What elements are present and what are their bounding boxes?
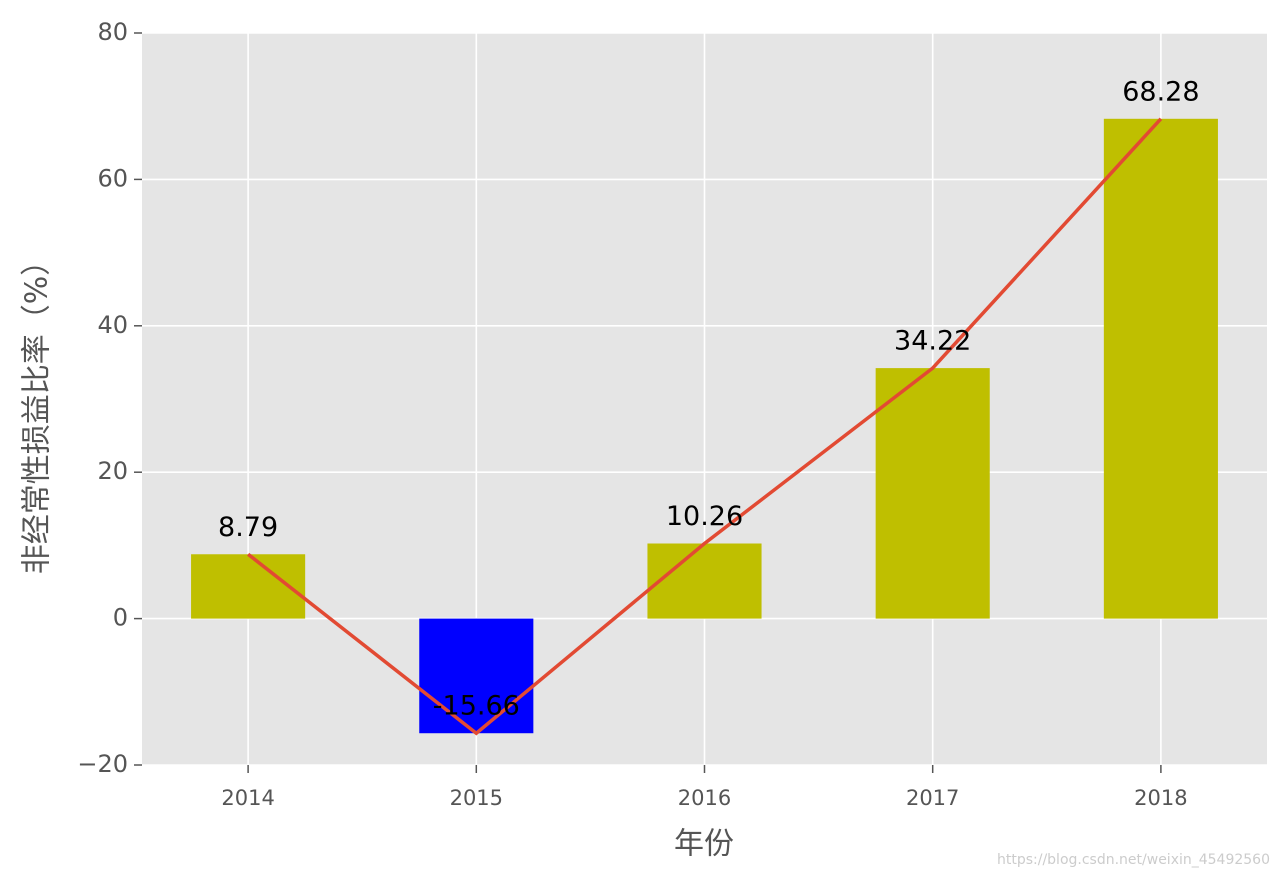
bar (875, 368, 990, 619)
bar (1103, 118, 1218, 619)
x-tick-label: 2018 (1134, 786, 1187, 810)
bar (191, 554, 306, 619)
data-label: 68.28 (1122, 76, 1199, 107)
x-tick-label: 2017 (906, 786, 959, 810)
data-label: 10.26 (666, 501, 743, 532)
line (247, 117, 1163, 736)
y-axis-label: 非经常性损益比率（%） (20, 246, 55, 575)
y-tick-label: 20 (97, 457, 128, 485)
x-tick-label: 2016 (678, 786, 731, 810)
x-tick-label: 2014 (221, 786, 274, 810)
data-label: 8.79 (218, 512, 278, 543)
y-tick-label: −20 (77, 750, 128, 778)
data-label: 34.22 (894, 326, 971, 357)
y-tick-label: 60 (97, 164, 128, 192)
y-tick-label: 40 (97, 311, 128, 339)
y-tick-label: 0 (113, 604, 128, 632)
bar (647, 543, 762, 619)
bar (419, 618, 534, 734)
y-tick-label: 80 (97, 18, 128, 46)
x-axis-label: 年份 (674, 827, 734, 862)
x-tick-label: 2015 (450, 786, 503, 810)
watermark: https://blog.csdn.net/weixin_45492560 (997, 852, 1270, 868)
data-label: -15.66 (433, 691, 520, 722)
